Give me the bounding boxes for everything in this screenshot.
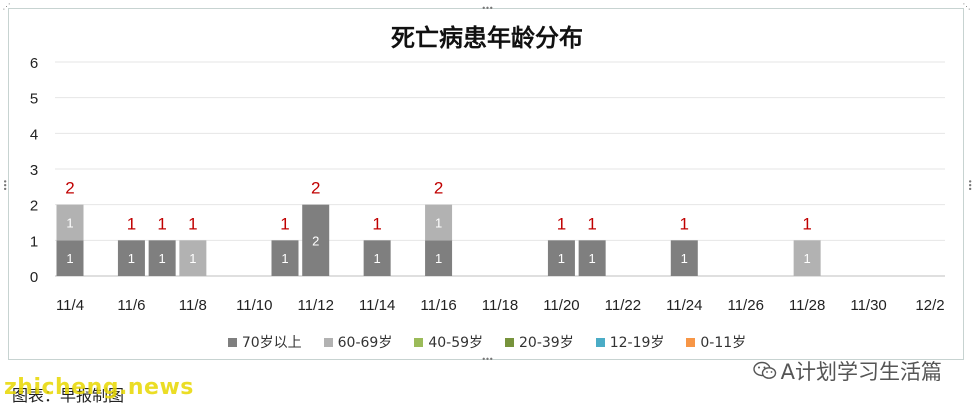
legend-item: 0-11岁 xyxy=(686,332,746,352)
watermark-left: zhicheng.news xyxy=(4,375,194,400)
legend-swatch xyxy=(686,337,696,347)
legend-item: 12-19岁 xyxy=(595,332,665,352)
resize-handle-top-left[interactable]: ⋰ xyxy=(2,2,11,11)
legend-label: 0-11岁 xyxy=(700,335,747,351)
chart-title: 死亡病患年龄分布 xyxy=(391,24,583,52)
legend-item: 40-59岁 xyxy=(414,332,483,352)
legend-label: 40-59岁 xyxy=(428,335,484,351)
x-tick-label: 11/24 xyxy=(666,297,702,314)
bar-total-label: 1 xyxy=(802,214,811,233)
legend-swatch xyxy=(323,337,333,347)
bar-segment xyxy=(179,240,207,276)
bar-segment xyxy=(363,240,391,276)
bar-total-label: 1 xyxy=(157,214,166,233)
bar-segment xyxy=(56,240,84,276)
x-tick-label: 11/8 xyxy=(179,297,207,314)
bar-segment-label: 1 xyxy=(589,251,596,266)
y-tick-label: 2 xyxy=(30,198,38,215)
bar-segment-label: 2 xyxy=(312,233,319,248)
bar-segment-label: 1 xyxy=(435,251,442,266)
bar-segment-label: 1 xyxy=(804,251,811,266)
x-tick-label: 11/18 xyxy=(482,297,518,314)
legend-label: 20-39岁 xyxy=(519,335,574,351)
bar-total-label: 1 xyxy=(127,214,136,233)
resize-handle-left[interactable]: ••• xyxy=(0,179,9,191)
bar-segment xyxy=(793,240,821,276)
bar-total-label: 1 xyxy=(587,214,596,233)
bar-total-label: 1 xyxy=(280,214,289,233)
chart-plot: 0 1 2 3 4 5 6 1 1 2 1 1 1 1 1 1 1 1 2 2 1 1 1 1 2 1 1 1 1 1 1 1 1 11/4 11/… xyxy=(30,55,945,314)
bar-segment xyxy=(302,204,330,276)
watermark-right-text: A计划学习生活篇 xyxy=(780,360,942,384)
legend-swatch xyxy=(595,337,605,347)
bar-segment xyxy=(547,240,575,276)
x-tick-label: 11/12 xyxy=(297,297,333,314)
chart-caption: 图表：早报制图 xyxy=(12,386,125,405)
y-tick-label: 4 xyxy=(30,126,38,143)
legend-swatch xyxy=(505,337,515,347)
legend-label: 12-19岁 xyxy=(609,335,665,351)
bar-segment-label: 1 xyxy=(281,251,288,266)
legend-item: 60-69岁 xyxy=(323,332,393,352)
legend-label: 70岁以上 xyxy=(241,335,302,351)
resize-handle-top-right[interactable]: ⋱ xyxy=(962,2,971,11)
bar-total-label: 1 xyxy=(680,214,689,233)
legend-swatch xyxy=(227,337,237,347)
x-tick-label: 11/22 xyxy=(605,297,641,314)
x-tick-label: 11/4 xyxy=(56,297,84,314)
x-tick-label: 11/6 xyxy=(117,297,145,314)
bar-segment xyxy=(148,240,176,276)
x-tick-label: 11/14 xyxy=(359,297,395,314)
bar-segment xyxy=(56,204,84,241)
bar-segment-label: 1 xyxy=(435,216,442,231)
x-tick-label: 11/16 xyxy=(420,297,456,314)
bar-total-label: 2 xyxy=(311,179,320,198)
wechat-icon xyxy=(752,361,776,379)
y-tick-label: 6 xyxy=(30,55,38,72)
bar-segment-label: 1 xyxy=(374,251,381,266)
bar-segment-label: 1 xyxy=(159,251,166,266)
y-tick-label: 3 xyxy=(30,162,38,179)
watermark-right: A计划学习生活篇 xyxy=(752,356,942,386)
chart-legend: 70岁以上 60-69岁 40-59岁 20-39岁 12-19岁 0-11岁 xyxy=(0,332,974,352)
x-tick-label: 11/26 xyxy=(727,297,763,314)
legend-label: 60-69岁 xyxy=(337,335,393,351)
bar-segment xyxy=(425,204,453,241)
y-tick-label: 1 xyxy=(30,233,38,250)
bar-segment xyxy=(425,240,453,276)
bar-segment-label: 1 xyxy=(189,251,196,266)
bar-segment-label: 1 xyxy=(558,251,565,266)
x-tick-label: 12/2 xyxy=(915,297,944,314)
bar-segment-label: 1 xyxy=(66,251,73,266)
bar-segment xyxy=(117,240,145,276)
chart-frame xyxy=(8,8,964,360)
x-tick-label: 11/28 xyxy=(789,297,825,314)
bar-total-label: 2 xyxy=(65,179,74,198)
x-tick-label: 11/30 xyxy=(850,297,886,314)
resize-handle-top[interactable]: ••• xyxy=(481,4,493,13)
bar-total-label: 1 xyxy=(188,214,197,233)
bar-segment-label: 1 xyxy=(128,251,135,266)
bar-total-label: 1 xyxy=(372,214,381,233)
x-tick-label: 11/20 xyxy=(543,297,579,314)
legend-item: 70岁以上 xyxy=(227,332,302,352)
bar-segment-label: 1 xyxy=(681,251,688,266)
y-tick-label: 0 xyxy=(30,269,38,286)
resize-handle-right[interactable]: ••• xyxy=(965,179,974,191)
bar-segment-label: 1 xyxy=(66,216,73,231)
y-tick-label: 5 xyxy=(30,91,38,108)
bar-total-label: 2 xyxy=(434,179,443,198)
bar-segment xyxy=(271,240,299,276)
legend-swatch xyxy=(414,337,424,347)
x-tick-label: 11/10 xyxy=(236,297,272,314)
bar-segment xyxy=(670,240,698,276)
bar-total-label: 1 xyxy=(557,214,566,233)
resize-handle-bottom[interactable]: ••• xyxy=(481,355,493,364)
legend-item: 20-39岁 xyxy=(505,332,574,352)
bar-segment xyxy=(578,240,606,276)
